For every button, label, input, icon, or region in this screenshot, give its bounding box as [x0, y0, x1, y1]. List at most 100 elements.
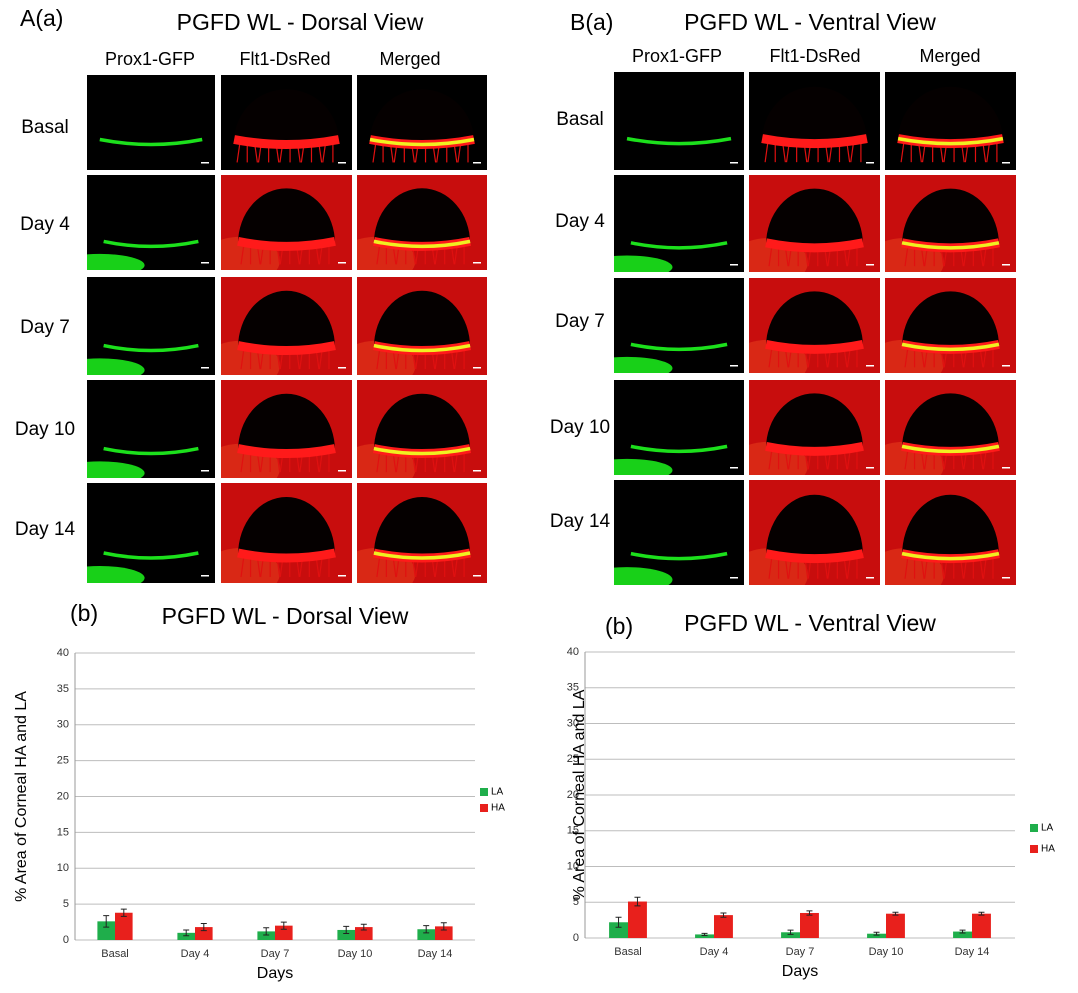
scale-bar — [730, 577, 738, 579]
chart-label: (b) — [70, 600, 98, 626]
dome — [902, 494, 999, 556]
scale-bar — [866, 264, 874, 266]
dome — [766, 291, 863, 347]
scale-bar — [338, 470, 346, 472]
yellow-band — [901, 551, 1000, 561]
row-label: Basal — [556, 109, 604, 130]
green-band — [626, 136, 732, 146]
bar — [886, 913, 905, 938]
row-label: Day 14 — [550, 511, 611, 532]
green-band — [630, 241, 728, 250]
column-header: Merged — [379, 49, 440, 69]
error-bar — [423, 925, 430, 934]
bar — [714, 915, 733, 938]
row-label: Day 4 — [20, 214, 70, 235]
dome — [373, 393, 471, 451]
x-tick-label: Day 10 — [338, 948, 373, 960]
y-tick-label: 0 — [573, 932, 579, 944]
bar — [195, 927, 213, 940]
x-tick-label: Day 4 — [700, 946, 729, 958]
dome — [898, 86, 1003, 141]
micrograph — [221, 380, 352, 478]
scale-bar — [473, 575, 481, 577]
dome — [902, 393, 999, 449]
red-band — [765, 238, 864, 253]
vessel — [240, 554, 245, 578]
scale-bar — [201, 367, 209, 369]
scale-bar — [730, 264, 738, 266]
y-tick-label: 5 — [63, 898, 69, 910]
red-band — [761, 134, 868, 149]
x-tick-label: Day 4 — [181, 948, 210, 960]
bar — [417, 929, 435, 940]
bar — [177, 932, 195, 940]
image-background — [87, 75, 215, 170]
scale-bar — [338, 575, 346, 577]
panel-title: PGFD WL - Dorsal View — [177, 9, 424, 35]
dome — [373, 188, 471, 244]
error-bar — [806, 910, 813, 916]
scale-bar — [866, 162, 874, 164]
dome — [234, 89, 339, 142]
y-tick-label: 15 — [57, 826, 69, 838]
bar — [355, 927, 373, 940]
scale-bar — [338, 262, 346, 264]
row-label: Day 14 — [15, 519, 76, 540]
micrograph — [885, 72, 1016, 170]
row-label: Basal — [21, 117, 69, 138]
row-label: Day 7 — [20, 317, 70, 338]
y-tick-label: 40 — [57, 647, 69, 659]
y-tick-label: 10 — [57, 862, 69, 874]
error-bar — [200, 922, 207, 932]
scale-bar — [730, 467, 738, 469]
green-tissue — [87, 461, 145, 478]
red-band — [765, 339, 864, 354]
micrograph — [749, 72, 880, 170]
y-tick-label: 40 — [567, 646, 579, 658]
scale-bar — [338, 162, 346, 164]
legend-label: LA — [1041, 823, 1054, 834]
error-bar — [120, 908, 127, 917]
scale-bar — [730, 162, 738, 164]
scale-bar — [201, 162, 209, 164]
green-tissue — [614, 255, 673, 272]
micrograph — [885, 278, 1016, 373]
scale-bar — [1002, 577, 1010, 579]
red-band — [237, 444, 336, 459]
y-tick-label: 0 — [63, 934, 69, 946]
image-background — [614, 72, 744, 170]
error-bar — [343, 925, 350, 935]
micrograph — [357, 483, 487, 583]
micrograph — [749, 380, 880, 475]
micrograph — [87, 277, 215, 375]
micrograph — [614, 380, 744, 475]
green-band — [103, 551, 199, 560]
green-band — [103, 446, 199, 456]
scale-bar — [1002, 162, 1010, 164]
scale-bar — [473, 162, 481, 164]
error-bar — [892, 911, 899, 916]
red-band — [765, 441, 864, 456]
dome — [766, 188, 863, 245]
green-band — [103, 239, 199, 249]
scale-bar — [1002, 467, 1010, 469]
column-header: Prox1-GFP — [105, 49, 195, 69]
error-bar — [873, 931, 880, 936]
micrograph — [885, 480, 1016, 585]
bar — [781, 932, 800, 938]
micrograph — [87, 75, 215, 170]
dome — [766, 494, 863, 556]
x-tick-label: Day 7 — [786, 946, 815, 958]
error-bar — [360, 923, 367, 931]
y-tick-label: 25 — [57, 755, 69, 767]
vessel — [900, 140, 905, 163]
micrograph — [357, 175, 487, 270]
bar — [275, 925, 293, 940]
y-tick-label: 30 — [57, 719, 69, 731]
vessel — [768, 555, 773, 579]
dome — [373, 290, 471, 348]
red-band — [237, 341, 336, 356]
dome — [370, 89, 474, 142]
scale-bar — [201, 470, 209, 472]
dome — [766, 393, 863, 449]
